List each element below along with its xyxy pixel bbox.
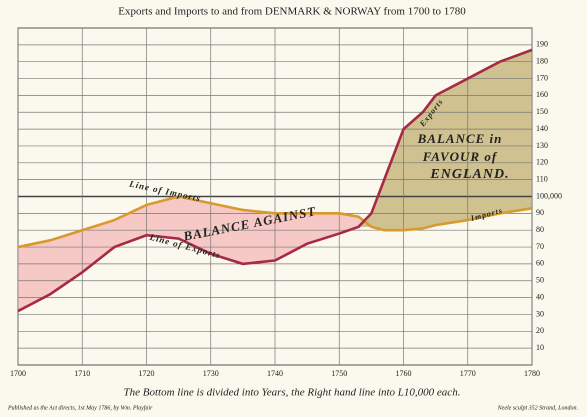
y-tick-label: 160 [536,90,548,99]
y-tick-label: 70 [536,242,544,251]
y-tick-label: 30 [536,309,544,318]
x-tick-label: 1750 [331,369,347,378]
annotation: FAVOUR of [422,149,498,164]
x-tick-label: 1720 [139,369,155,378]
publisher-note: Published as the Act directs, 1st May 17… [7,404,153,411]
chart-title: Exports and Imports to and from DENMARK … [118,6,466,18]
x-tick-label: 1730 [203,369,219,378]
x-tick-label: 1770 [460,369,476,378]
x-tick-label: 1710 [74,369,90,378]
x-tick-label: 1700 [10,369,26,378]
engraver-note: Neele sculpt 352 Strand, London. [497,405,578,411]
series-line [17,195,533,249]
x-tick-label: 1740 [267,369,283,378]
x-tick-label: 1780 [524,369,540,378]
y-tick-label: 20 [536,326,544,335]
y-tick-label: 10 [536,343,544,352]
annotation: ENGLAND. [429,167,509,182]
y-tick-label: 110 [536,174,548,183]
y-tick-label: 150 [536,107,548,116]
annotation: BALANCE in [417,131,503,146]
series-line [17,48,533,313]
y-tick-label: 120 [536,158,548,167]
y-tick-label: 90 [536,208,544,217]
x-tick-label: 1760 [396,369,412,378]
y-tick-label: 170 [536,73,548,82]
y-tick-label: 190 [536,40,548,49]
y-tick-label: 180 [536,57,548,66]
y-tick-label: 60 [536,259,544,268]
y-tick-label: 140 [536,124,548,133]
y-tick-label: 80 [536,225,544,234]
y-tick-label: 130 [536,141,548,150]
y-tick-label: 40 [536,292,544,301]
y-tick-label: 100,000 [536,191,562,200]
y-tick-label: 50 [536,276,544,285]
caption: The Bottom line is divided into Years, t… [124,387,461,399]
balance-favour-area [18,49,532,312]
